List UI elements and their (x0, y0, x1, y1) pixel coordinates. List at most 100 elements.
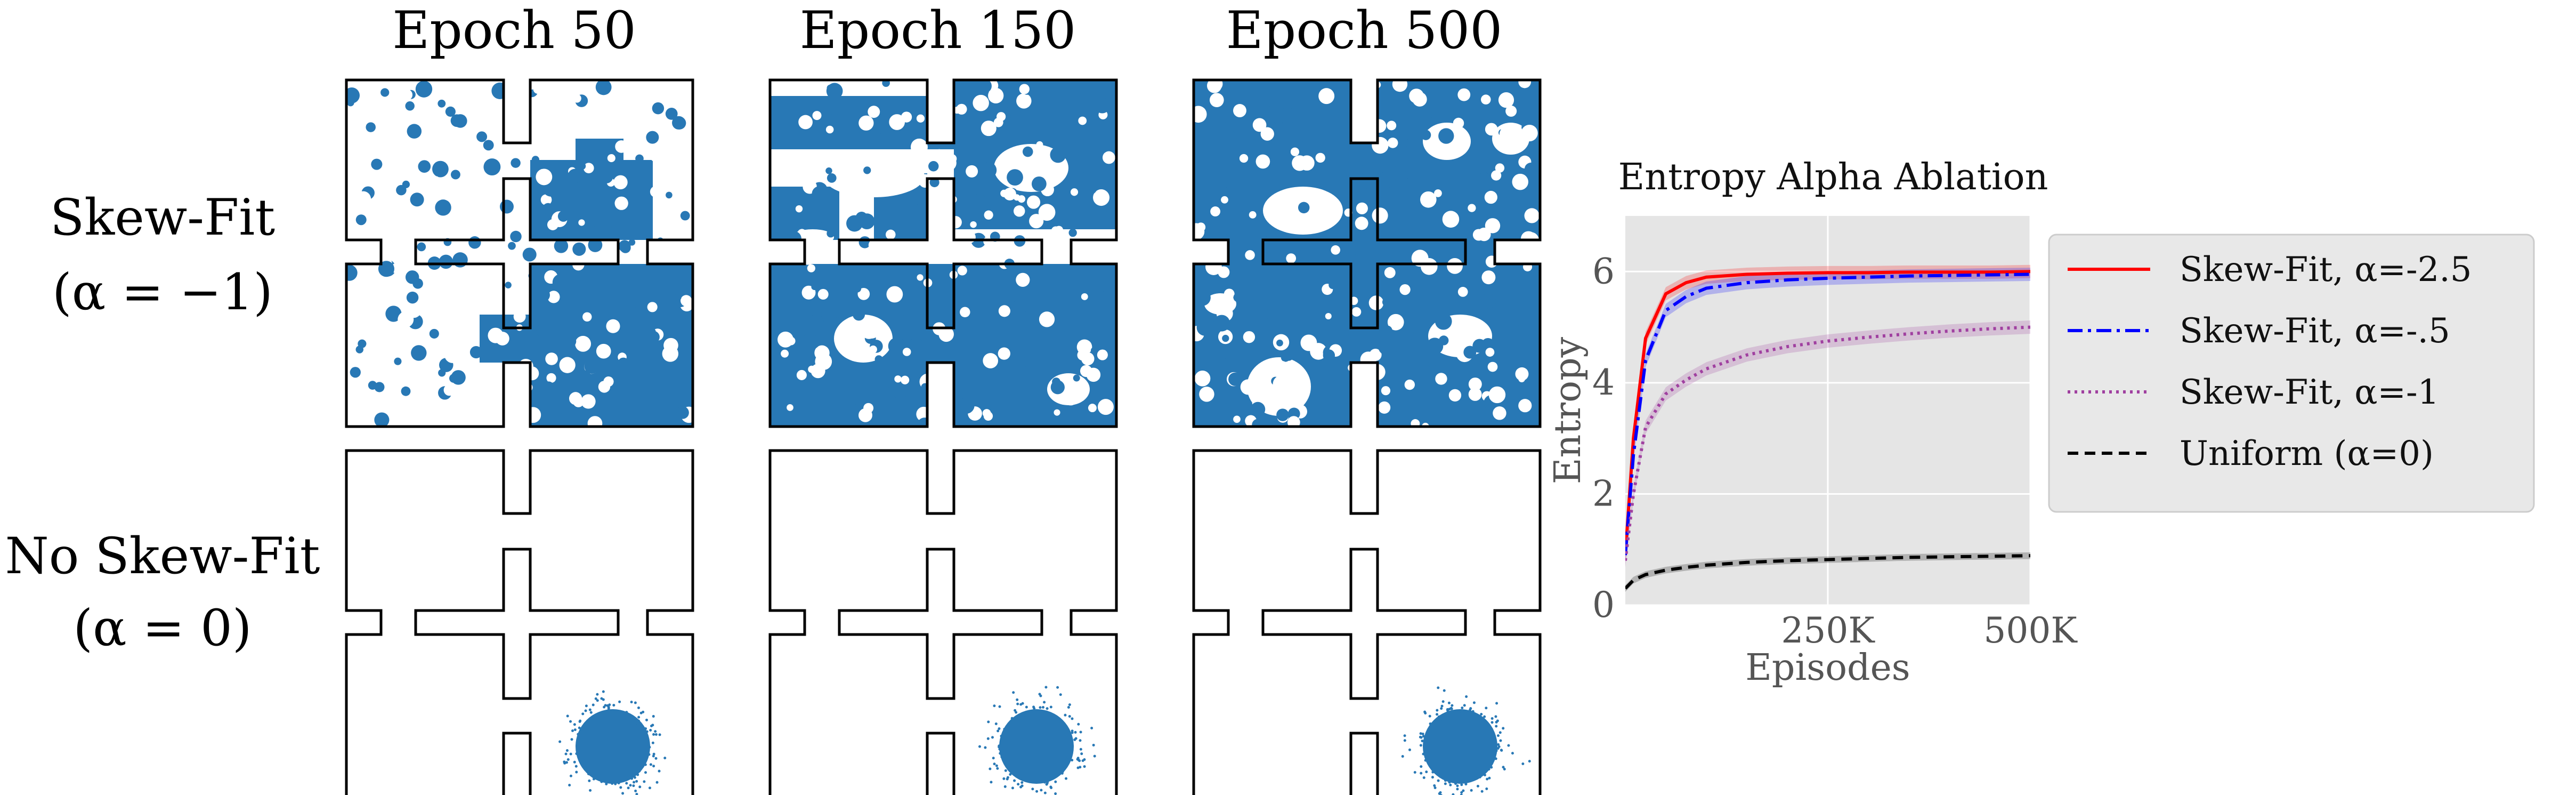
sample-point (1006, 727, 1009, 730)
sample-point (1012, 691, 1015, 694)
sample-blob (892, 241, 906, 255)
sample-point (650, 724, 653, 727)
sample-blob (1200, 371, 1206, 379)
sample-blob (1092, 136, 1103, 147)
sample-point (1011, 786, 1014, 790)
sample-blob (439, 254, 453, 269)
sample-blob (547, 291, 560, 303)
sample-blob (418, 160, 431, 173)
chart-title: Entropy Alpha Ablation (1618, 156, 2048, 198)
sample-point (1033, 707, 1036, 710)
sample-point (1439, 794, 1443, 795)
sample-point (1045, 710, 1048, 713)
sample-point (1421, 733, 1424, 736)
sample-blob (1097, 399, 1114, 415)
sample-point (633, 776, 636, 779)
sample-blob (600, 170, 613, 183)
sample-point (1003, 735, 1007, 738)
sample-blob (1352, 108, 1360, 116)
sample-blob (1315, 152, 1325, 163)
sample-blob (1074, 139, 1091, 157)
sample-blob (1327, 373, 1336, 382)
maze-panel-r2-c1 (345, 449, 694, 795)
sample-blob (1355, 216, 1368, 230)
sample-blob (868, 239, 881, 252)
sample-blob (1276, 339, 1283, 347)
sample-blob (674, 243, 685, 254)
y-tick-label: 0 (1592, 584, 1615, 625)
sample-blob (826, 83, 843, 100)
sample-blob (1480, 171, 1488, 179)
sample-point (1045, 776, 1048, 780)
sample-blob (1485, 123, 1498, 136)
sample-point (1424, 711, 1427, 714)
sample-point (584, 709, 587, 712)
sample-blob (1372, 119, 1387, 133)
sample-blob (350, 367, 361, 378)
sample-blob (1017, 195, 1026, 203)
sample-blob (1084, 173, 1101, 191)
sample-blob (855, 212, 868, 224)
sample-point (1068, 703, 1071, 706)
sample-blob (432, 160, 449, 178)
sample-blob (830, 113, 839, 123)
sample-blob (1404, 105, 1419, 119)
sample-point (585, 704, 588, 708)
sample-blob (1048, 300, 1062, 314)
sample-blob (1039, 311, 1055, 327)
sample-point (608, 703, 611, 706)
sample-point (1020, 784, 1024, 788)
sample-blob (847, 159, 863, 175)
sample-blob (1292, 155, 1308, 171)
sample-blob (613, 226, 626, 239)
sample-blob (1378, 401, 1391, 414)
maze-wall (1192, 78, 1542, 428)
sample-blob (1199, 387, 1214, 402)
sample-point (1021, 702, 1024, 705)
sample-point (1066, 755, 1069, 758)
sample-blob (1037, 81, 1054, 98)
sample-blob (596, 108, 610, 121)
sample-blob (1509, 200, 1516, 207)
sample-point (569, 720, 572, 723)
sample-blob (1532, 114, 1540, 122)
sample-blob (1457, 287, 1468, 297)
sample-point (1013, 779, 1016, 782)
sample-blob (1372, 136, 1389, 154)
column-title-epoch-150: Epoch 150 (800, 1, 1076, 60)
sample-point (1031, 777, 1034, 781)
sample-blob (1233, 293, 1243, 302)
sample-point (1464, 783, 1468, 786)
sample-blob (1493, 314, 1508, 327)
row-label-no-skewfit: No Skew-Fit (5, 527, 320, 585)
sample-point (575, 752, 578, 755)
sample-blob (1468, 204, 1476, 212)
sample-blob (995, 102, 1008, 115)
sample-blob (1524, 208, 1540, 223)
sample-blob (460, 209, 471, 220)
x-tick-labels: 250K 500K (1781, 610, 2078, 651)
sample-point (1494, 757, 1497, 760)
maze-panel-r1-c3 (1192, 78, 1542, 428)
sample-blob (1196, 170, 1206, 180)
state-samples (346, 80, 693, 427)
sample-blob (819, 239, 833, 253)
sample-blob (374, 412, 390, 427)
sample-blob (391, 224, 402, 236)
sample-point (587, 773, 590, 776)
sample-blob (807, 264, 815, 272)
sample-blob (543, 381, 554, 392)
sample-blob (407, 124, 422, 139)
sample-blob (1216, 185, 1228, 197)
sample-point (1000, 756, 1003, 759)
sample-blob (1102, 290, 1111, 298)
sample-cluster (576, 709, 650, 784)
sample-blob (1238, 300, 1248, 309)
sample-blob (1520, 389, 1530, 400)
sample-blob (1088, 404, 1097, 413)
sample-point (1439, 774, 1442, 777)
sample-blob (1218, 266, 1230, 278)
sample-blob (674, 293, 682, 301)
sample-point (635, 719, 638, 722)
sample-point (1452, 793, 1455, 795)
